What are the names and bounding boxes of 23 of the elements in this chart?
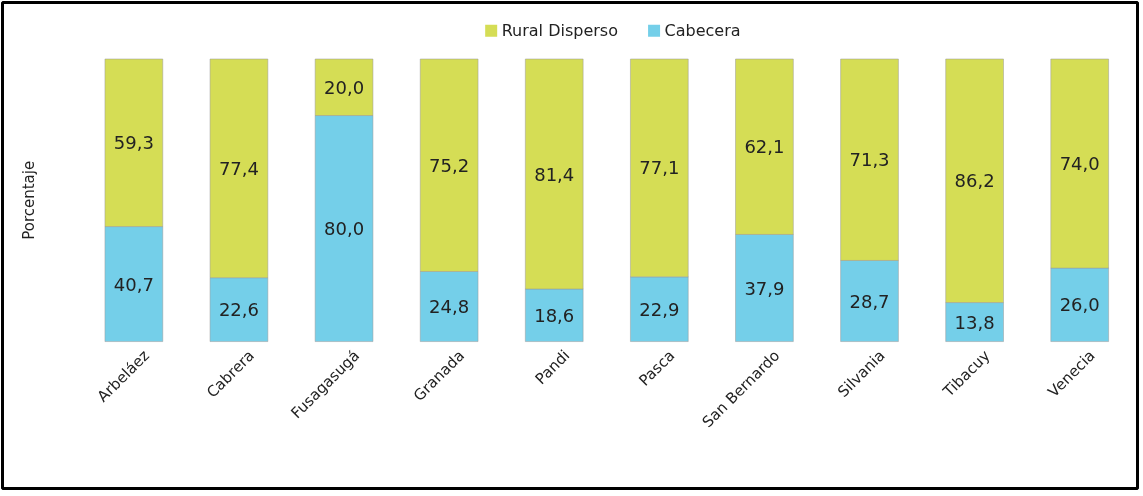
data-label: 40,7	[113, 273, 154, 295]
legend-label: Cabecera	[664, 21, 741, 41]
data-label: 62,1	[744, 136, 785, 158]
data-label: 37,9	[744, 277, 785, 299]
data-label: 13,8	[954, 311, 995, 333]
data-label: 77,4	[218, 157, 259, 179]
data-label: 26,0	[1059, 294, 1100, 316]
data-label: 22,9	[639, 298, 680, 320]
data-label: 59,3	[113, 132, 154, 154]
data-label: 28,7	[849, 290, 890, 312]
data-label: 74,0	[1059, 153, 1100, 175]
legend-label: Rural Disperso	[501, 21, 618, 41]
data-label: 20,0	[324, 76, 365, 98]
data-label: 81,4	[534, 163, 575, 185]
data-label: 22,6	[218, 299, 259, 321]
data-label: 71,3	[849, 149, 890, 171]
data-label: 75,2	[429, 154, 470, 176]
data-label: 77,1	[639, 157, 680, 179]
y-axis-title: Porcentaje	[19, 160, 38, 240]
data-label: 18,6	[534, 304, 575, 326]
data-label: 24,8	[429, 296, 470, 318]
data-label: 86,2	[954, 170, 995, 192]
data-label: 80,0	[324, 218, 365, 240]
